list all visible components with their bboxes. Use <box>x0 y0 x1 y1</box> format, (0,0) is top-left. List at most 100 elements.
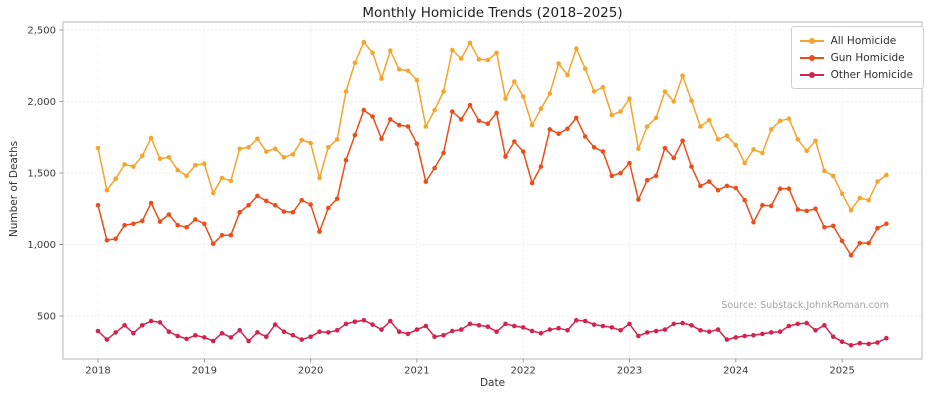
data-point-marker <box>396 122 402 128</box>
data-point-marker <box>157 320 163 325</box>
data-point-marker <box>193 217 198 222</box>
data-point-marker <box>742 160 747 166</box>
data-point-marker <box>609 173 615 179</box>
data-point-marker <box>95 145 101 151</box>
data-point-marker <box>326 205 331 211</box>
data-point-marker <box>122 222 127 228</box>
data-point-marker <box>193 162 198 168</box>
data-point-marker <box>450 328 455 334</box>
data-point-marker <box>520 94 526 99</box>
data-point-marker <box>255 330 260 335</box>
data-point-marker <box>813 206 818 212</box>
data-point-marker <box>476 323 482 328</box>
data-point-marker <box>264 198 269 204</box>
data-point-marker <box>131 330 136 336</box>
data-point-marker <box>760 150 765 156</box>
data-point-marker <box>609 112 615 118</box>
data-point-marker <box>95 202 101 208</box>
data-point-marker <box>627 321 632 327</box>
data-point-marker <box>246 202 251 208</box>
data-point-marker <box>830 334 836 340</box>
data-point-marker <box>255 136 260 141</box>
data-point-marker <box>698 328 703 333</box>
data-point-marker <box>104 187 110 193</box>
data-point-marker <box>210 241 216 247</box>
data-point-marker <box>671 155 677 161</box>
data-point-marker <box>503 96 508 101</box>
data-point-marker <box>839 339 845 345</box>
data-point-marker <box>175 222 180 228</box>
data-point-marker <box>467 40 473 46</box>
data-point-marker <box>857 340 863 346</box>
data-point-marker <box>662 327 668 332</box>
data-point-marker <box>494 110 499 116</box>
data-point-marker <box>343 157 349 163</box>
data-point-marker <box>582 66 588 71</box>
data-point-marker <box>556 325 561 331</box>
data-point-marker <box>476 118 482 124</box>
data-point-marker <box>768 330 774 335</box>
data-point-marker <box>715 187 721 193</box>
data-point-marker <box>875 179 880 184</box>
data-point-marker <box>503 154 508 159</box>
data-point-marker <box>582 318 588 324</box>
data-point-marker <box>538 164 544 169</box>
data-point-marker <box>131 164 136 169</box>
data-point-marker <box>565 72 570 78</box>
data-point-marker <box>272 146 278 151</box>
data-point-marker <box>618 170 623 176</box>
data-point-marker <box>352 132 358 138</box>
y-tick-label: 2,500 <box>27 26 56 37</box>
data-point-marker <box>706 329 712 335</box>
data-point-marker <box>281 155 287 160</box>
data-point-marker <box>574 46 579 51</box>
data-point-marker <box>529 328 535 334</box>
data-point-marker <box>529 180 535 186</box>
data-point-marker <box>370 114 375 119</box>
data-point-marker <box>698 124 703 129</box>
data-point-marker <box>219 330 225 336</box>
data-point-marker <box>352 60 358 66</box>
y-tick-label: 1,000 <box>27 240 56 251</box>
data-point-marker <box>724 337 730 342</box>
x-tick-label: 2018 <box>85 366 110 377</box>
legend-label: Other Homicide <box>830 68 913 81</box>
data-point-marker <box>644 177 650 183</box>
data-point-marker <box>334 196 340 201</box>
data-point-marker <box>689 98 694 104</box>
data-point-marker <box>582 134 588 139</box>
data-point-marker <box>644 330 650 335</box>
data-point-marker <box>884 335 889 341</box>
data-point-marker <box>290 152 296 157</box>
data-point-marker <box>574 318 579 323</box>
data-point-marker <box>848 207 854 213</box>
data-point-marker <box>432 107 437 113</box>
data-point-marker <box>715 327 721 332</box>
data-point-marker <box>520 325 526 330</box>
data-point-marker <box>866 341 871 347</box>
x-tick-label: 2024 <box>723 366 748 377</box>
data-point-marker <box>822 323 827 328</box>
data-point-marker <box>706 117 712 123</box>
data-point-marker <box>503 321 508 327</box>
legend-item-other-homicide: Other Homicide <box>799 66 913 83</box>
data-point-marker <box>715 137 721 142</box>
data-point-marker <box>565 126 570 131</box>
data-point-marker <box>538 330 544 336</box>
data-point-marker <box>104 237 110 243</box>
data-point-marker <box>830 223 836 229</box>
data-point-marker <box>680 73 685 79</box>
data-point-marker <box>379 327 384 332</box>
data-point-marker <box>680 320 685 326</box>
data-point-marker <box>166 212 172 217</box>
data-point-marker <box>148 135 154 141</box>
legend-line-marker-icon <box>799 54 824 61</box>
data-point-marker <box>636 333 641 339</box>
data-point-marker <box>414 141 420 146</box>
data-point-marker <box>148 200 154 206</box>
data-point-marker <box>210 190 216 196</box>
data-point-marker <box>822 168 827 174</box>
data-point-marker <box>308 202 313 207</box>
data-point-marker <box>866 197 871 203</box>
data-point-marker <box>184 336 189 342</box>
